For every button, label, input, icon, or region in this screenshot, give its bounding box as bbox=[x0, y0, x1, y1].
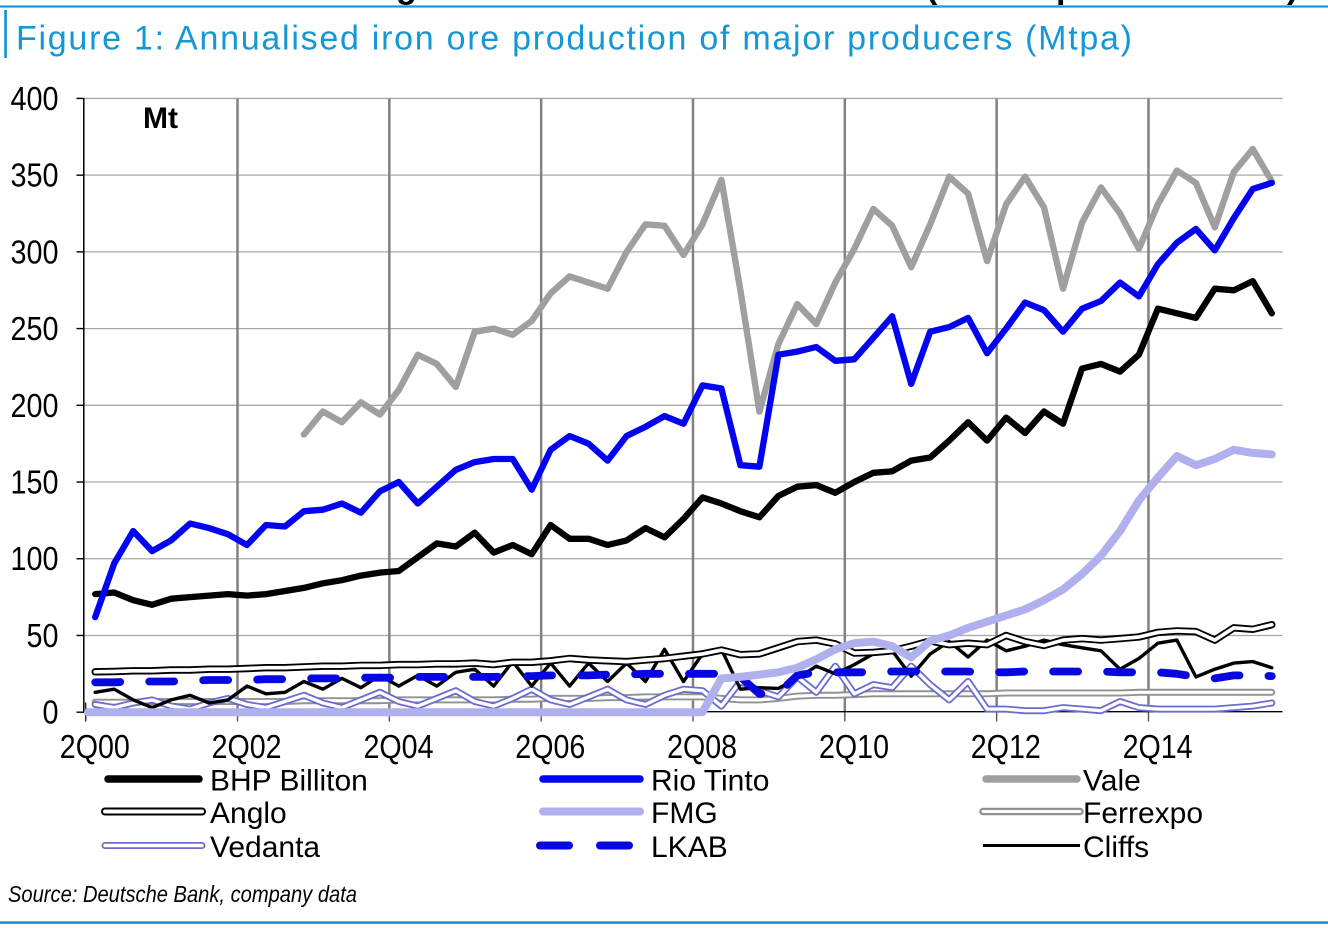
svg-text:LKAB: LKAB bbox=[651, 831, 728, 864]
svg-text:Vale: Vale bbox=[1083, 765, 1141, 798]
svg-text:Anglo: Anglo bbox=[210, 797, 287, 830]
svg-text:Source: Deutsche Bank, company: Source: Deutsche Bank, company data bbox=[8, 881, 357, 907]
svg-text:100: 100 bbox=[11, 540, 59, 577]
svg-text:300: 300 bbox=[11, 233, 59, 270]
svg-text:Mt: Mt bbox=[143, 102, 178, 135]
svg-text:Vedanta: Vedanta bbox=[210, 831, 320, 864]
svg-text:400: 400 bbox=[11, 80, 59, 117]
svg-text:g: g bbox=[396, 0, 417, 6]
svg-text:Figure 1: Annualised iron ore: Figure 1: Annualised iron ore production… bbox=[16, 20, 1132, 58]
svg-text:(: ( bbox=[926, 0, 938, 6]
svg-text:Cliffs: Cliffs bbox=[1083, 831, 1149, 864]
svg-text:0: 0 bbox=[43, 694, 59, 731]
svg-text:p: p bbox=[1056, 0, 1077, 6]
svg-text:50: 50 bbox=[27, 617, 59, 654]
svg-text:): ) bbox=[1287, 0, 1298, 6]
svg-text:FMG: FMG bbox=[651, 797, 718, 830]
svg-text:200: 200 bbox=[11, 387, 59, 424]
svg-text:BHP Billiton: BHP Billiton bbox=[210, 765, 368, 798]
svg-text:2Q10: 2Q10 bbox=[819, 728, 889, 765]
svg-text:2Q08: 2Q08 bbox=[667, 728, 737, 765]
svg-text:2Q02: 2Q02 bbox=[212, 728, 282, 765]
svg-text:2Q04: 2Q04 bbox=[364, 728, 434, 765]
svg-text:2Q12: 2Q12 bbox=[971, 728, 1041, 765]
svg-text:2Q06: 2Q06 bbox=[515, 728, 585, 765]
svg-text:2Q00: 2Q00 bbox=[60, 728, 130, 765]
svg-text:150: 150 bbox=[11, 464, 59, 501]
svg-text:250: 250 bbox=[11, 310, 59, 347]
svg-text:350: 350 bbox=[11, 157, 59, 194]
svg-text:Rio Tinto: Rio Tinto bbox=[651, 765, 769, 798]
svg-text:2Q14: 2Q14 bbox=[1123, 728, 1193, 765]
svg-text:Ferrexpo: Ferrexpo bbox=[1083, 797, 1203, 830]
